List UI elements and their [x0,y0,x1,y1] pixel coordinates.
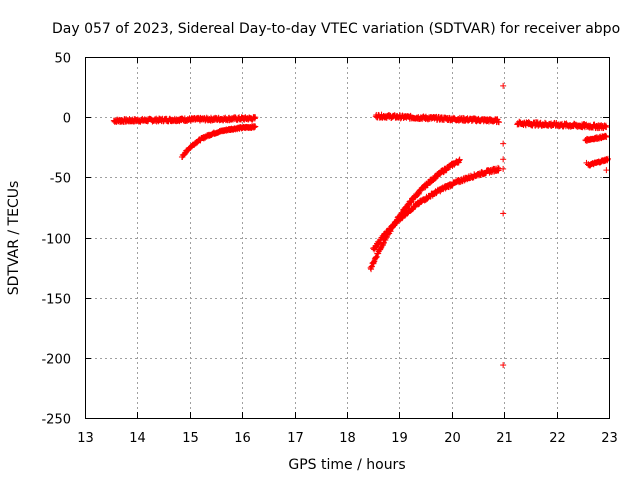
x-tick-label: 15 [182,431,199,446]
data-point [495,119,502,126]
x-tick-label: 23 [601,431,618,446]
x-tick-label: 17 [287,431,304,446]
axis-ticks [85,57,610,419]
outlier-point [500,165,507,172]
y-tick-label: -50 [50,172,71,187]
y-tick-label: -200 [41,353,71,368]
grid [85,57,609,418]
x-tick-label: 22 [549,431,566,446]
outlier-point [500,156,507,163]
chart-title: Day 057 of 2023, Sidereal Day-to-day VTE… [52,21,620,37]
x-tick-label: 14 [129,431,146,446]
data-point [603,124,610,131]
data-points [110,82,611,369]
x-axis-label: GPS time / hours [288,457,405,473]
y-axis-label: SDTVAR / TECUs [6,181,22,296]
outlier-point [583,159,590,166]
outlier-point [500,140,507,147]
outlier-point [500,362,507,369]
outlier-point [603,167,610,174]
outlier-point [500,210,507,217]
y-tick-label: -250 [41,413,71,428]
data-point [456,156,463,163]
y-tick-label: -100 [41,233,71,248]
x-tick-label: 21 [496,431,513,446]
x-tick-label: 20 [444,431,461,446]
y-tick-label: -150 [41,293,71,308]
outlier-point [500,82,507,89]
x-tick-label: 13 [77,431,94,446]
data-point [603,134,610,141]
x-tick-label: 19 [391,431,408,446]
x-tick-label: 16 [234,431,251,446]
data-point [252,114,259,121]
data-point [252,123,259,130]
y-tick-label: 50 [54,52,71,67]
tick-labels: 13 14 15 16 17 18 19 20 21 22 23 50 0 -50 -100 -150 -200… [41,52,617,447]
x-tick-label: 18 [339,431,356,446]
y-tick-label: 0 [63,112,71,127]
